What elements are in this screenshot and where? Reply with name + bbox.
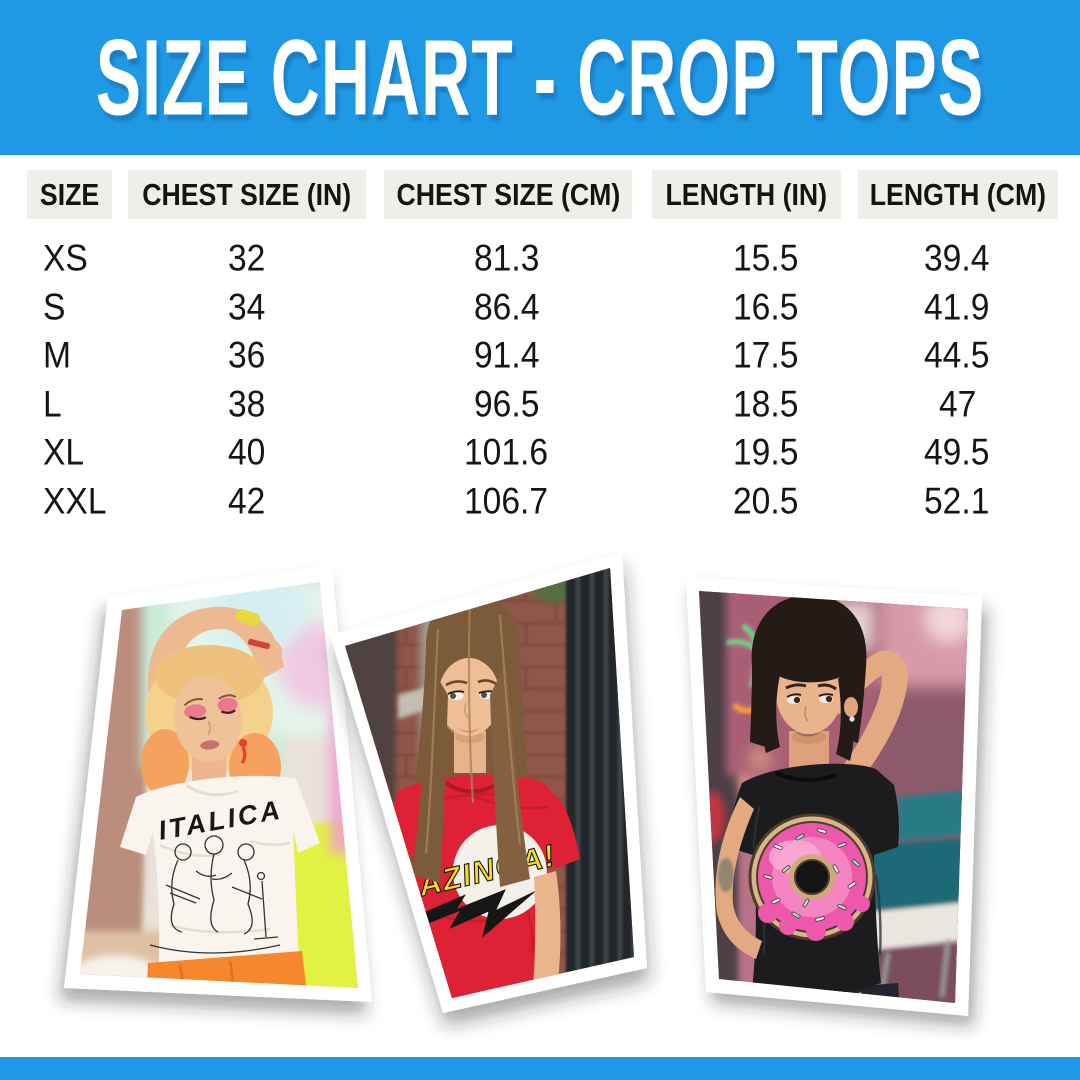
band-doodle: [149, 835, 281, 954]
photo-card-donut: [686, 577, 982, 1016]
table-row-xs: XS 32 81.3 15.5 39.4: [27, 235, 1058, 284]
length-in-value: 19.5: [733, 432, 799, 474]
length-cm-value: 39.4: [923, 238, 990, 280]
length-cm-value: 41.9: [923, 286, 990, 328]
size-value: M: [43, 335, 71, 377]
chest-in-value: 42: [227, 480, 265, 522]
footer-accent-bar: [0, 1057, 1080, 1080]
size-value: S: [43, 286, 66, 328]
model-figure-donut: [715, 595, 908, 1003]
chest-cm-value: 106.7: [464, 480, 549, 522]
chest-in-value: 38: [227, 383, 265, 425]
length-cm-value: 44.5: [923, 335, 990, 377]
length-in-value: 20.5: [733, 480, 799, 522]
photo-scene-donut: [699, 591, 968, 1003]
size-value: XL: [43, 432, 85, 474]
photo-scene-bazinga: BAZINGA!: [345, 568, 634, 998]
chest-in-value: 34: [227, 286, 265, 328]
header-length-cm: LENGTH (CM): [858, 170, 1058, 219]
table-row-xxl: XXL 42 106.7 20.5 52.1: [27, 478, 1058, 527]
size-value: XXL: [43, 480, 107, 522]
length-in-value: 15.5: [733, 238, 799, 280]
chest-in-value: 40: [227, 432, 265, 474]
model-figure-italica: ITALICA: [120, 606, 320, 988]
chest-in-value: 32: [227, 238, 265, 280]
model-figure-bazinga: BAZINGA!: [380, 593, 580, 998]
length-cm-value: 52.1: [923, 480, 990, 522]
length-in-value: 18.5: [733, 383, 799, 425]
table-header-row: SIZE CHEST SIZE (IN) CHEST SIZE (CM) LEN…: [27, 170, 1058, 219]
title-banner: SIZE CHART - CROP TOPS: [0, 0, 1080, 155]
table-row-s: S 34 86.4 16.5 41.9: [27, 284, 1058, 333]
chest-cm-value: 101.6: [464, 432, 549, 474]
header-size: SIZE: [27, 170, 112, 219]
table-row-l: L 38 96.5 18.5 47: [27, 381, 1058, 430]
length-cm-value: 47: [938, 383, 976, 425]
chest-cm-value: 81.3: [473, 238, 540, 280]
table-body: XS 32 81.3 15.5 39.4 S 34 86.4 16.5 41.9…: [27, 235, 1058, 526]
size-value: XS: [43, 238, 88, 280]
length-in-value: 16.5: [733, 286, 799, 328]
table-row-xl: XL 40 101.6 19.5 49.5: [27, 429, 1058, 478]
table-row-m: M 36 91.4 17.5 44.5: [27, 332, 1058, 381]
chest-cm-value: 96.5: [473, 383, 540, 425]
donut-graphic: [748, 813, 876, 941]
donut-sprinkles: [763, 828, 861, 922]
header-chest-in: CHEST SIZE (IN): [128, 170, 366, 219]
photo-card-italica: ITALICA: [64, 565, 372, 1002]
photo-card-bazinga: BAZINGA!: [330, 552, 647, 1013]
chest-cm-value: 86.4: [473, 286, 540, 328]
length-cm-value: 49.5: [923, 432, 990, 474]
chest-cm-value: 91.4: [473, 335, 540, 377]
chest-in-value: 36: [227, 335, 265, 377]
page-title: SIZE CHART - CROP TOPS: [95, 17, 985, 138]
size-chart-table: SIZE CHEST SIZE (IN) CHEST SIZE (CM) LEN…: [27, 170, 1058, 526]
header-length-in: LENGTH (IN): [652, 170, 841, 219]
header-chest-cm: CHEST SIZE (CM): [384, 170, 632, 219]
size-value: L: [43, 383, 62, 425]
photo-strip: ITALICA: [64, 552, 982, 1016]
length-in-value: 17.5: [733, 335, 799, 377]
